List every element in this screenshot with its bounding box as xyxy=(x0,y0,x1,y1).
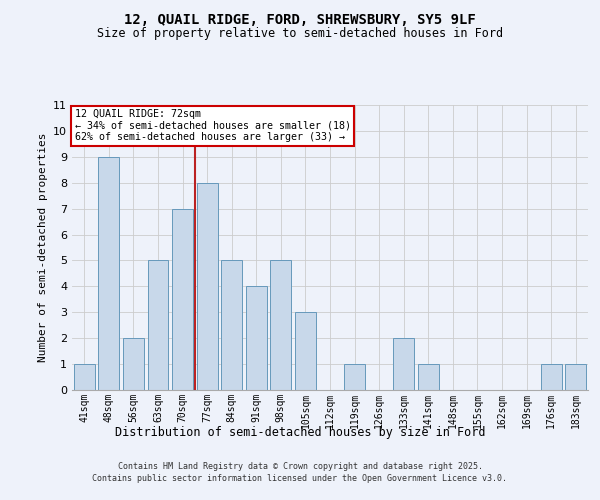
Bar xyxy=(295,312,316,390)
Text: Size of property relative to semi-detached houses in Ford: Size of property relative to semi-detach… xyxy=(97,28,503,40)
Text: 12, QUAIL RIDGE, FORD, SHREWSBURY, SY5 9LF: 12, QUAIL RIDGE, FORD, SHREWSBURY, SY5 9… xyxy=(124,12,476,26)
Bar xyxy=(541,364,562,390)
Bar xyxy=(74,364,95,390)
Bar xyxy=(123,338,144,390)
Bar xyxy=(148,260,169,390)
Text: 12 QUAIL RIDGE: 72sqm
← 34% of semi-detached houses are smaller (18)
62% of semi: 12 QUAIL RIDGE: 72sqm ← 34% of semi-deta… xyxy=(74,110,350,142)
Bar xyxy=(418,364,439,390)
Bar xyxy=(393,338,414,390)
Bar xyxy=(172,208,193,390)
Bar xyxy=(197,182,218,390)
Bar xyxy=(344,364,365,390)
Y-axis label: Number of semi-detached properties: Number of semi-detached properties xyxy=(38,132,47,362)
Bar xyxy=(271,260,292,390)
Text: Contains HM Land Registry data © Crown copyright and database right 2025.
Contai: Contains HM Land Registry data © Crown c… xyxy=(92,462,508,483)
Bar xyxy=(246,286,267,390)
Bar xyxy=(221,260,242,390)
Bar xyxy=(98,157,119,390)
Bar xyxy=(565,364,586,390)
Text: Distribution of semi-detached houses by size in Ford: Distribution of semi-detached houses by … xyxy=(115,426,485,439)
